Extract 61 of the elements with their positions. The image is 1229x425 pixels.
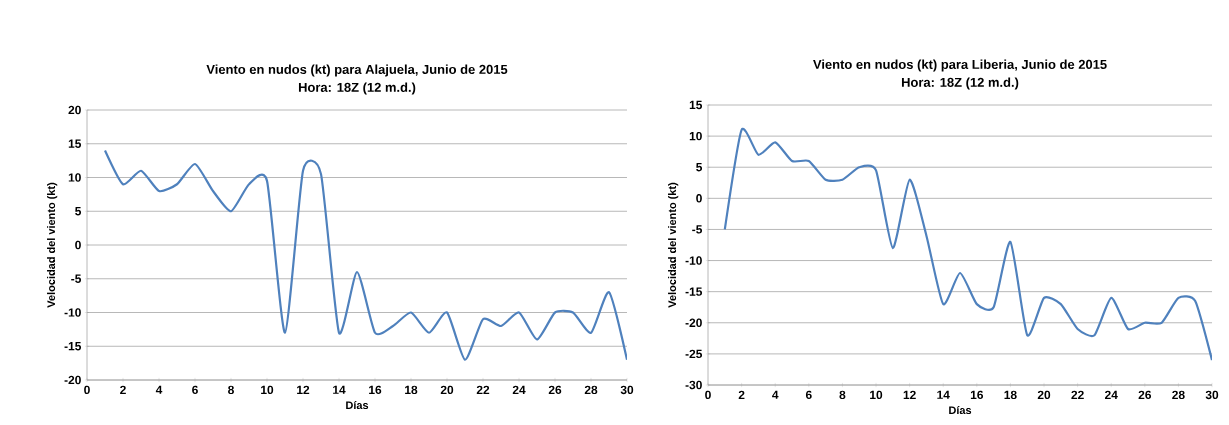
y-tick-label: -10	[64, 308, 81, 317]
x-tick-label: 28	[584, 385, 598, 395]
x-tick-label: 4	[155, 385, 163, 394]
line-series	[723, 128, 1213, 362]
x-tick-label: 0	[705, 390, 711, 400]
y-tick-label: -30	[685, 380, 702, 390]
x-tick-label: 24	[512, 385, 526, 394]
x-tick-label: 30	[620, 385, 634, 395]
x-axis-title: Días	[949, 405, 972, 415]
x-tick-label: 30	[1205, 390, 1219, 400]
y-tick-label: 15	[689, 100, 703, 110]
x-tick-label: 2	[738, 390, 745, 399]
x-tick-label: 10	[261, 385, 274, 395]
x-tick-label: 26	[548, 385, 562, 395]
x-tick-label: 12	[903, 390, 916, 399]
x-tick-label: 12	[297, 385, 310, 394]
x-tick-label: 4	[772, 390, 779, 399]
y-tick-label: 5	[696, 163, 703, 172]
y-tick-label: -15	[64, 342, 82, 351]
y-tick-label: -15	[685, 287, 703, 296]
chart-title: Viento en nudos (kt) para Alajuela, Junio de 2015	[206, 64, 508, 77]
x-tick-label: 18	[405, 385, 418, 395]
x-tick-label: 16	[369, 385, 382, 395]
chart-subtitle: Hora: 18Z (12 m.d.)	[901, 77, 1019, 90]
y-axis-title: Velocidad del viento (kt)	[47, 182, 58, 308]
x-tick-label: 14	[937, 390, 950, 399]
y-tick-label: -20	[64, 375, 81, 385]
y-tick-label: -20	[685, 318, 702, 327]
y-tick-label: 10	[689, 131, 702, 141]
x-tick-label: 22	[1071, 390, 1084, 399]
x-tick-label: 14	[333, 385, 346, 394]
y-tick-label: 20	[68, 105, 81, 115]
line-series	[103, 149, 628, 361]
chart-subtitle: Hora: 18Z (12 m.d.)	[298, 82, 416, 95]
y-tick-label: -5	[71, 274, 82, 283]
y-tick-label: 5	[75, 207, 82, 216]
y-tick-label: -10	[685, 256, 702, 265]
chart-title: Viento en nudos (kt) para Liberia, Junio de 2015	[813, 59, 1107, 72]
x-tick-label: 6	[805, 390, 812, 400]
x-tick-label: 28	[1172, 390, 1185, 400]
y-tick-label: 15	[68, 139, 82, 148]
x-tick-label: 2	[120, 385, 126, 394]
x-tick-label: 24	[1104, 390, 1118, 399]
x-tick-label: 8	[228, 385, 234, 395]
y-tick-label: 0	[75, 240, 81, 250]
x-tick-label: 26	[1138, 390, 1152, 400]
x-tick-label: 6	[192, 385, 198, 395]
x-tick-label: 22	[476, 385, 490, 394]
x-tick-label: 20	[440, 385, 454, 395]
y-tick-label: -5	[692, 225, 703, 234]
y-tick-label: 0	[696, 194, 702, 203]
x-axis-title: Días	[346, 400, 369, 410]
x-tick-label: 0	[84, 385, 90, 395]
y-tick-label: -25	[685, 349, 703, 359]
x-tick-label: 20	[1037, 390, 1051, 400]
y-tick-label: 10	[68, 173, 81, 182]
y-axis-title: Velocidad del viento (kt)	[668, 182, 679, 308]
x-tick-label: 10	[870, 390, 883, 400]
x-tick-label: 18	[1004, 390, 1017, 400]
x-tick-label: 16	[970, 390, 984, 400]
x-tick-label: 8	[839, 390, 846, 400]
